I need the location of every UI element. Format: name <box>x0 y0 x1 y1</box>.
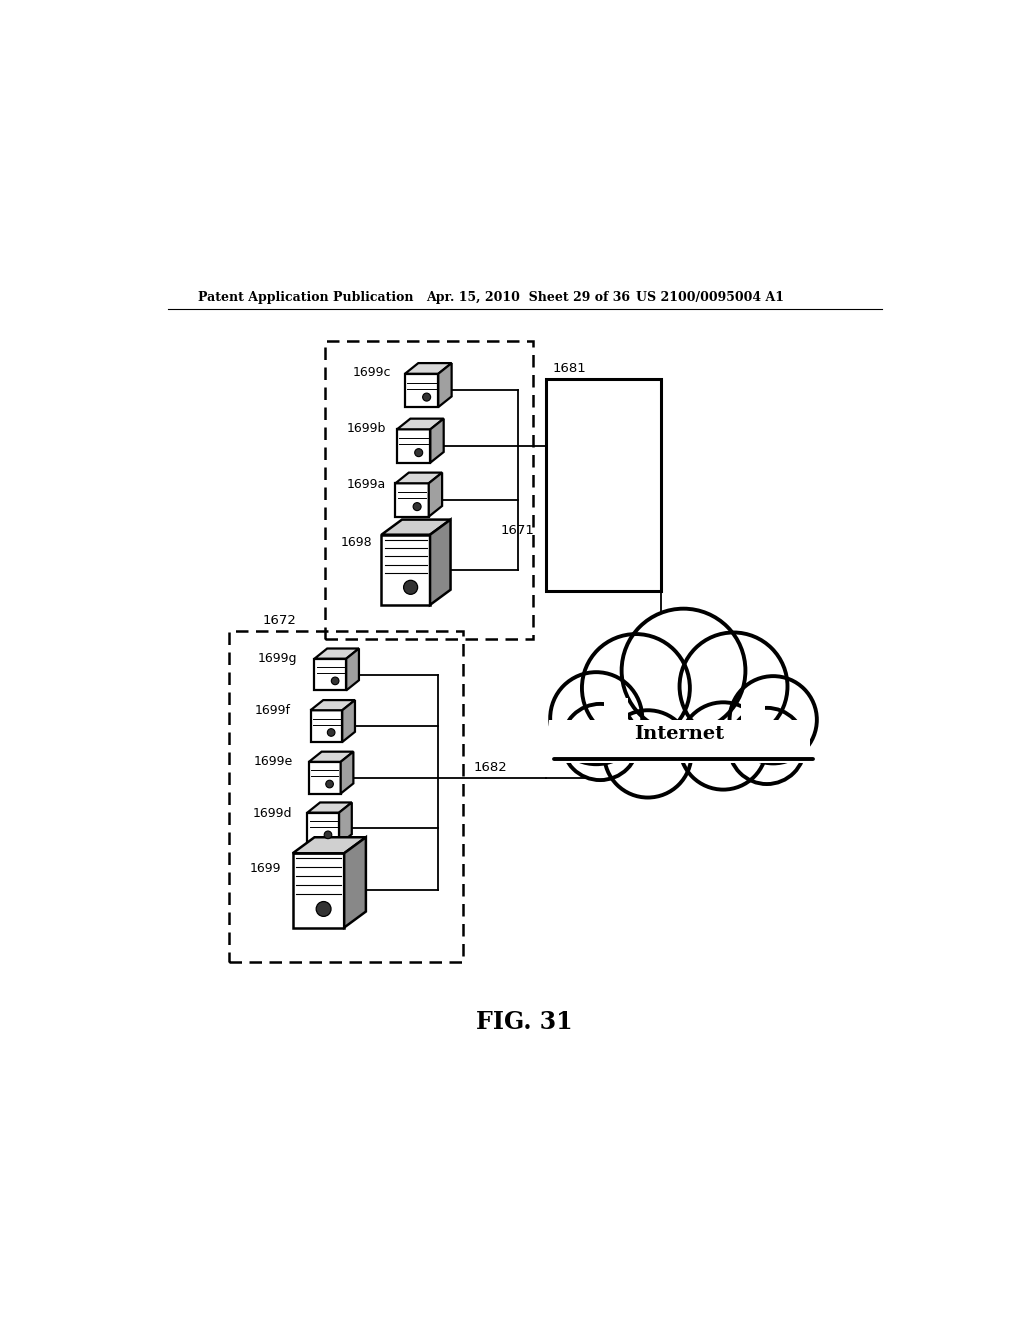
Text: 1699a: 1699a <box>347 478 386 491</box>
Circle shape <box>326 780 334 788</box>
Text: 1681: 1681 <box>553 363 587 375</box>
Circle shape <box>729 708 805 784</box>
Polygon shape <box>314 659 346 690</box>
Polygon shape <box>395 473 442 483</box>
Polygon shape <box>314 648 359 659</box>
Polygon shape <box>339 803 352 845</box>
Circle shape <box>680 702 767 789</box>
Circle shape <box>316 902 331 916</box>
Polygon shape <box>382 535 430 605</box>
Text: FIG. 31: FIG. 31 <box>476 1010 573 1034</box>
Circle shape <box>415 449 423 457</box>
Polygon shape <box>382 520 451 535</box>
Polygon shape <box>307 803 352 813</box>
Polygon shape <box>346 648 359 690</box>
Polygon shape <box>404 374 438 407</box>
Bar <box>634 726 733 750</box>
Text: Patent Application Publication: Patent Application Publication <box>198 292 414 304</box>
Polygon shape <box>397 418 443 429</box>
Polygon shape <box>395 483 429 516</box>
Text: 1699e: 1699e <box>253 755 293 768</box>
Polygon shape <box>438 363 452 407</box>
Text: 1699b: 1699b <box>347 422 386 436</box>
Text: 1672: 1672 <box>263 614 297 627</box>
Text: 1698: 1698 <box>341 536 373 549</box>
Polygon shape <box>344 837 366 928</box>
Polygon shape <box>430 520 451 605</box>
Circle shape <box>729 676 817 763</box>
Polygon shape <box>309 751 353 762</box>
Circle shape <box>332 677 339 685</box>
Text: US 2100/0095004 A1: US 2100/0095004 A1 <box>636 292 784 304</box>
Circle shape <box>680 632 787 741</box>
Polygon shape <box>309 762 341 793</box>
Text: 1699d: 1699d <box>253 807 292 820</box>
Circle shape <box>550 672 642 764</box>
Circle shape <box>604 710 691 797</box>
Circle shape <box>582 634 690 742</box>
Polygon shape <box>341 751 353 793</box>
Polygon shape <box>310 710 342 742</box>
Bar <box>645 668 674 692</box>
Text: 1699c: 1699c <box>352 367 391 379</box>
Bar <box>733 726 763 750</box>
Bar <box>549 719 810 763</box>
Circle shape <box>413 503 421 511</box>
Circle shape <box>403 581 418 594</box>
Text: Internet: Internet <box>635 725 725 743</box>
Bar <box>663 734 709 758</box>
Bar <box>693 667 724 690</box>
Bar <box>546 379 662 591</box>
Polygon shape <box>310 700 355 710</box>
Circle shape <box>328 729 335 737</box>
Polygon shape <box>307 813 339 845</box>
Circle shape <box>423 393 431 401</box>
Circle shape <box>562 704 638 780</box>
Polygon shape <box>429 473 442 516</box>
Polygon shape <box>342 700 355 742</box>
Text: 1699g: 1699g <box>257 652 297 665</box>
Polygon shape <box>293 853 344 928</box>
Bar <box>741 700 765 723</box>
Text: Apr. 15, 2010  Sheet 29 of 36: Apr. 15, 2010 Sheet 29 of 36 <box>426 292 630 304</box>
Polygon shape <box>397 429 430 462</box>
Bar <box>609 734 638 758</box>
Circle shape <box>325 832 332 838</box>
Text: 1682: 1682 <box>473 760 507 774</box>
Polygon shape <box>404 363 452 374</box>
Bar <box>325 342 532 639</box>
Circle shape <box>622 609 745 733</box>
Text: 1699f: 1699f <box>255 704 291 717</box>
Text: 1671: 1671 <box>501 524 535 537</box>
Text: 1699: 1699 <box>250 862 281 875</box>
Bar <box>228 631 463 962</box>
Polygon shape <box>430 418 443 462</box>
Polygon shape <box>293 837 366 853</box>
Bar <box>604 698 628 722</box>
